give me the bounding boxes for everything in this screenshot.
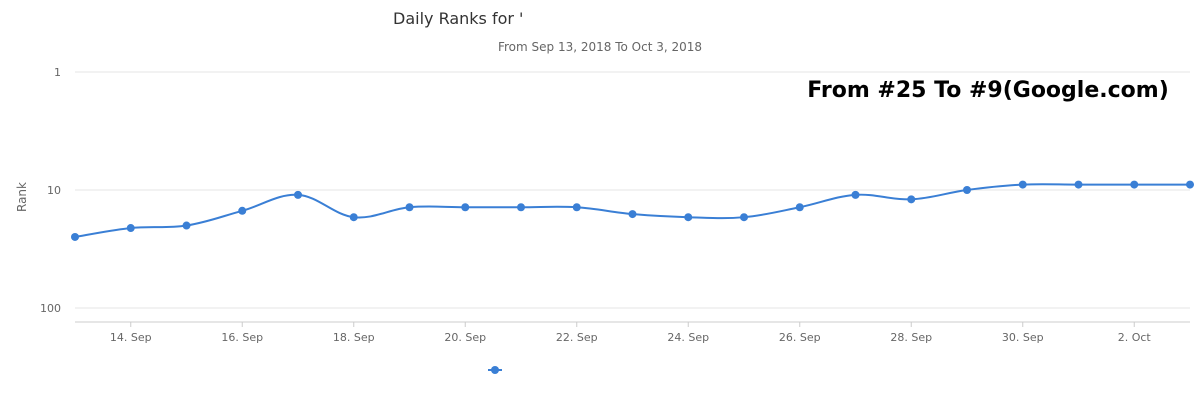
- data-point[interactable]: [907, 195, 916, 204]
- y-axis-ticks: 1 10 100: [40, 66, 61, 315]
- y-axis-title: Rank: [15, 182, 29, 212]
- x-tick-label: 2. Oct: [1118, 331, 1152, 344]
- data-point[interactable]: [795, 203, 804, 212]
- data-point[interactable]: [628, 210, 637, 219]
- data-point[interactable]: [572, 203, 581, 212]
- x-tick-label: 22. Sep: [556, 331, 598, 344]
- x-axis-ticks: 14. Sep 16. Sep 18. Sep 20. Sep 22. Sep 24. S…: [110, 322, 1152, 344]
- data-point[interactable]: [851, 190, 860, 199]
- data-point[interactable]: [517, 203, 525, 212]
- data-point[interactable]: [1130, 180, 1139, 189]
- data-point[interactable]: [684, 213, 693, 222]
- data-point[interactable]: [71, 232, 79, 241]
- y-tick-label: 1: [54, 66, 61, 79]
- data-point[interactable]: [182, 221, 191, 230]
- chart-subtitle: From Sep 13, 2018 To Oct 3, 2018: [498, 40, 702, 54]
- series-points: [71, 180, 1194, 241]
- x-tick-label: 14. Sep: [110, 331, 152, 344]
- data-point[interactable]: [740, 213, 748, 222]
- x-tick-label: 30. Sep: [1002, 331, 1044, 344]
- data-point[interactable]: [126, 224, 135, 233]
- x-tick-label: 20. Sep: [444, 331, 486, 344]
- x-tick-label: 18. Sep: [333, 331, 375, 344]
- x-tick-label: 26. Sep: [779, 331, 821, 344]
- data-point[interactable]: [1074, 180, 1083, 189]
- data-point[interactable]: [461, 203, 470, 212]
- legend[interactable]: [488, 366, 502, 374]
- y-tick-label: 10: [47, 184, 61, 197]
- data-point[interactable]: [294, 190, 302, 199]
- data-point[interactable]: [349, 213, 358, 222]
- data-point[interactable]: [963, 186, 971, 194]
- data-point[interactable]: [238, 206, 247, 215]
- rank-change-annotation: From #25 To #9(Google.com): [807, 78, 1169, 103]
- x-tick-label: 16. Sep: [221, 331, 263, 344]
- x-tick-label: 28. Sep: [890, 331, 932, 344]
- grid-lines: [75, 71, 1190, 309]
- y-tick-label: 100: [40, 302, 61, 315]
- data-point[interactable]: [405, 203, 414, 212]
- data-point[interactable]: [1186, 180, 1194, 189]
- legend-marker-dot: [491, 366, 499, 374]
- data-point[interactable]: [1018, 180, 1027, 189]
- x-tick-label: 24. Sep: [667, 331, 709, 344]
- chart-title: Daily Ranks for ': [393, 9, 523, 28]
